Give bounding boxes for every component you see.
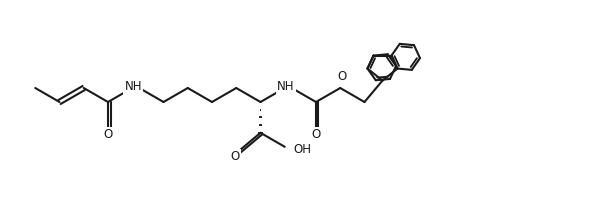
Text: O: O bbox=[311, 128, 320, 141]
Text: NH: NH bbox=[125, 80, 142, 94]
Text: O: O bbox=[337, 70, 347, 83]
Text: O: O bbox=[230, 150, 240, 163]
Text: O: O bbox=[103, 128, 112, 141]
Text: OH: OH bbox=[294, 143, 312, 156]
Text: NH: NH bbox=[277, 80, 294, 94]
